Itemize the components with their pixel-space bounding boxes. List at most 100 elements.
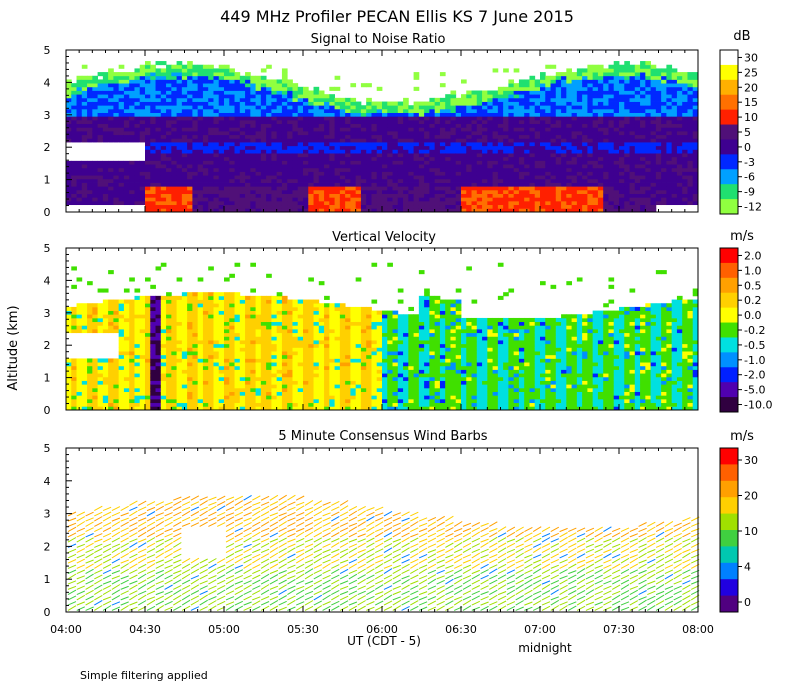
heatmap-cell	[81, 197, 88, 202]
heatmap-cell	[608, 153, 615, 158]
heatmap-cell	[134, 321, 141, 326]
heatmap-cell	[497, 175, 504, 180]
heatmap-cell	[123, 365, 130, 370]
heatmap-cell	[197, 94, 204, 99]
heatmap-cell	[202, 193, 209, 198]
heatmap-cell	[497, 94, 504, 99]
heatmap-cell	[160, 97, 167, 102]
heatmap-cell	[224, 182, 230, 187]
heatmap-cell	[592, 90, 599, 95]
heatmap-cell	[213, 204, 220, 209]
heatmap-cell	[413, 189, 420, 194]
heatmap-cell	[113, 358, 120, 363]
heatmap-cell	[166, 197, 172, 202]
heatmap-cell	[123, 351, 130, 356]
heatmap-cell	[445, 164, 451, 169]
heatmap-cell	[118, 398, 125, 404]
heatmap-cell	[382, 189, 388, 194]
heatmap-cell	[123, 153, 130, 158]
heatmap-cell	[482, 131, 488, 136]
heatmap-cell	[160, 178, 167, 183]
heatmap-cell	[71, 171, 77, 176]
heatmap-cell	[276, 171, 283, 176]
heatmap-cell	[434, 156, 441, 161]
heatmap-cell	[466, 108, 472, 113]
heatmap-cell	[387, 127, 393, 132]
heatmap-cell	[576, 112, 583, 117]
heatmap-cell	[208, 164, 214, 169]
heatmap-cell	[366, 149, 372, 154]
heatmap-cell	[692, 108, 699, 113]
heatmap-cell	[108, 97, 114, 102]
heatmap-cell	[345, 208, 351, 213]
heatmap-cell	[139, 200, 146, 206]
colorbar-label: -12	[744, 201, 762, 214]
heatmap-cell	[476, 204, 483, 209]
heatmap-cell	[308, 90, 314, 95]
heatmap-cell	[676, 127, 683, 132]
heatmap-cell	[139, 398, 146, 404]
heatmap-cell	[550, 178, 557, 183]
heatmap-cell	[134, 101, 141, 106]
heatmap-cell	[208, 142, 214, 147]
heatmap-cell	[582, 178, 588, 183]
heatmap-cell	[266, 204, 272, 209]
heatmap-cell	[661, 134, 667, 139]
heatmap-cell	[166, 208, 172, 213]
heatmap-cell	[634, 156, 641, 161]
heatmap-cell	[640, 134, 646, 139]
heatmap-cell	[455, 164, 462, 169]
heatmap-cell	[87, 362, 93, 367]
heatmap-cell	[297, 101, 304, 106]
heatmap-cell	[508, 134, 515, 139]
heatmap-cell	[160, 116, 167, 121]
heatmap-cell	[71, 160, 77, 165]
heatmap-cell	[113, 178, 120, 183]
heatmap-cell	[234, 72, 241, 77]
heatmap-cell	[666, 131, 673, 136]
heatmap-cell	[102, 105, 109, 110]
heatmap-cell	[661, 101, 667, 106]
heatmap-cell	[461, 171, 467, 176]
heatmap-cell	[245, 186, 251, 191]
heatmap-cell	[276, 178, 283, 183]
heatmap-cell	[661, 79, 667, 84]
heatmap-cell	[661, 86, 667, 91]
heatmap-cell	[276, 116, 283, 121]
heatmap-cell	[245, 79, 251, 84]
heatmap-cell	[139, 380, 146, 385]
heatmap-cell	[145, 365, 151, 370]
heatmap-cell	[324, 149, 330, 154]
heatmap-cell	[145, 97, 151, 102]
heatmap-cell	[197, 197, 204, 202]
heatmap-cell	[287, 193, 293, 198]
heatmap-cell	[166, 200, 172, 206]
heatmap-cell	[382, 131, 388, 136]
heatmap-cell	[245, 108, 251, 113]
heatmap-cell	[176, 204, 183, 209]
heatmap-cell	[529, 153, 536, 158]
heatmap-cell	[666, 123, 673, 128]
heatmap-cell	[334, 142, 341, 147]
heatmap-cell	[308, 167, 314, 172]
heatmap-cell	[360, 208, 367, 213]
heatmap-cell	[208, 197, 214, 202]
heatmap-cell	[640, 193, 646, 198]
heatmap-cell	[476, 97, 483, 102]
heatmap-cell	[692, 86, 699, 91]
heatmap-cell	[387, 193, 393, 198]
heatmap-cell	[339, 108, 346, 113]
heatmap-cell	[260, 79, 267, 84]
heatmap-cell	[97, 314, 104, 319]
heatmap-cell	[676, 182, 683, 187]
heatmap-cell	[403, 134, 409, 139]
heatmap-cell	[287, 153, 293, 158]
heatmap-cell	[297, 175, 304, 180]
heatmap-cell	[545, 178, 551, 183]
heatmap-cell	[313, 97, 320, 102]
heatmap-cell	[160, 72, 167, 77]
heatmap-cell	[145, 380, 151, 385]
heatmap-cell	[624, 149, 630, 154]
heatmap-cell	[434, 142, 441, 147]
heatmap-cell	[455, 97, 462, 102]
